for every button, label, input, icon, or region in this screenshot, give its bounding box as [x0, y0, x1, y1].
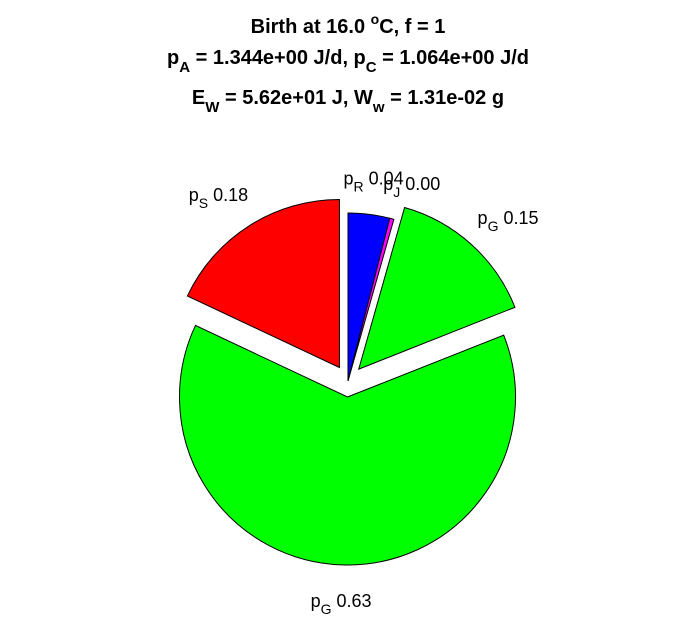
slice-label-pS: pS 0.18	[189, 185, 248, 211]
slice-label-pJ: pJ 0.00	[383, 174, 440, 200]
pie-slice-pG-small	[357, 206, 516, 370]
pie-slice-pJ	[347, 217, 395, 382]
chart-title: Birth at 16.0 oC, f = 1 pA = 1.344e+00 J/…	[167, 11, 529, 116]
slice-label-pR: pR 0.04	[343, 169, 403, 195]
pie-slices	[179, 198, 516, 566]
slice-label-pG-small: pG 0.15	[478, 208, 539, 234]
title-line-2: pA = 1.344e+00 J/d, pC = 1.064e+00 J/d	[167, 47, 529, 76]
title-line-1: Birth at 16.0 oC, f = 1	[251, 11, 446, 38]
title-line-3: EW = 5.62e+01 J, Ww = 1.31e-02 g	[192, 87, 504, 116]
slice-label-pG-large: pG 0.63	[311, 591, 372, 617]
pie-slice-pG-large	[179, 324, 516, 566]
pie-slice-pS	[186, 198, 340, 369]
